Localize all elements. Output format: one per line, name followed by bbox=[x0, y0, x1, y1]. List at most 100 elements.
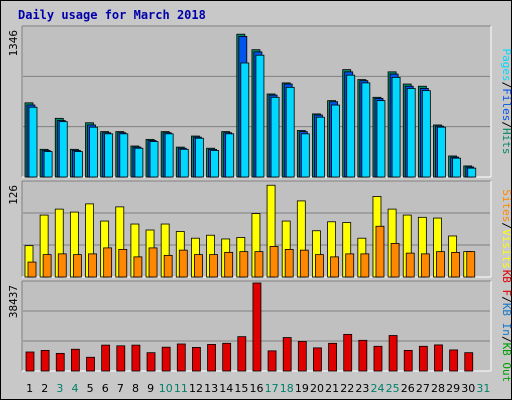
bar-pages-12 bbox=[195, 137, 204, 178]
day-label-10: 10 bbox=[159, 382, 173, 395]
day-label-25: 25 bbox=[386, 382, 400, 395]
bar-sites-15 bbox=[239, 251, 249, 278]
bar-kb-f-16 bbox=[252, 282, 262, 372]
bar-kb-f-20 bbox=[313, 347, 322, 372]
day-label-20: 20 bbox=[310, 382, 324, 395]
bar-pages-13 bbox=[210, 150, 219, 178]
legend-item-3-3: / bbox=[500, 336, 512, 343]
bar-kb-f-10 bbox=[161, 346, 171, 372]
bar-pages-27 bbox=[421, 90, 431, 178]
bar-pages-25 bbox=[391, 76, 401, 178]
bar-kb-f-1 bbox=[25, 351, 35, 372]
day-label-27: 27 bbox=[416, 382, 430, 395]
y-max-label-1: 1346 bbox=[7, 30, 20, 57]
day-label-14: 14 bbox=[219, 382, 233, 395]
bar-pages-4 bbox=[73, 151, 83, 178]
legend-item-1-1: / bbox=[500, 82, 512, 89]
bar-pages-19 bbox=[300, 133, 310, 178]
bar-pages-20 bbox=[316, 116, 325, 178]
bar-pages-21 bbox=[331, 104, 340, 178]
bar-sites-26 bbox=[405, 252, 415, 278]
bar-sites-1 bbox=[27, 261, 37, 278]
bar-sites-8 bbox=[133, 256, 143, 278]
bar-pages-26 bbox=[406, 88, 416, 178]
bar-sites-21 bbox=[330, 256, 339, 278]
bar-sites-4 bbox=[72, 254, 82, 278]
legend-item-1-0: Pages bbox=[500, 49, 512, 82]
bar-sites-2 bbox=[42, 254, 52, 278]
legend-item-2-0: Sites bbox=[500, 189, 512, 222]
bar-kb-f-27 bbox=[418, 345, 428, 372]
bar-kb-f-23 bbox=[358, 339, 368, 372]
bar-sites-6 bbox=[103, 247, 113, 278]
bar-pages-29 bbox=[452, 157, 462, 178]
bar-kb-f-30 bbox=[464, 352, 474, 372]
day-label-12: 12 bbox=[189, 382, 203, 395]
bar-sites-14 bbox=[224, 251, 234, 278]
bar-kb-f-12 bbox=[192, 347, 201, 372]
bar-pages-18 bbox=[285, 86, 295, 178]
bar-pages-7 bbox=[119, 133, 129, 178]
bar-pages-5 bbox=[89, 126, 98, 178]
bar-kb-f-18 bbox=[282, 337, 292, 372]
day-label-17: 17 bbox=[265, 382, 279, 395]
bar-pages-1 bbox=[28, 106, 38, 178]
bar-kb-f-5 bbox=[86, 356, 95, 372]
chart-title: Daily usage for March 2018 bbox=[18, 8, 206, 22]
day-label-31: 31 bbox=[476, 382, 490, 395]
bar-kb-f-26 bbox=[403, 349, 413, 372]
day-label-4: 4 bbox=[71, 382, 78, 395]
bar-kb-f-17 bbox=[267, 350, 277, 372]
bar-sites-13 bbox=[209, 254, 218, 278]
bar-sites-5 bbox=[88, 253, 97, 278]
bar-kb-f-21 bbox=[328, 342, 337, 372]
day-label-6: 6 bbox=[102, 382, 109, 395]
legend-3: KB F/KB In/KB Out bbox=[500, 270, 512, 383]
day-label-13: 13 bbox=[204, 382, 218, 395]
day-label-21: 21 bbox=[325, 382, 339, 395]
bar-kb-f-28 bbox=[434, 344, 443, 372]
bar-sites-9 bbox=[148, 247, 158, 278]
bar-pages-16 bbox=[255, 54, 265, 178]
day-label-15: 15 bbox=[234, 382, 248, 395]
bar-sites-11 bbox=[178, 249, 188, 278]
day-label-16: 16 bbox=[250, 382, 264, 395]
bar-pages-8 bbox=[134, 147, 144, 178]
day-label-29: 29 bbox=[446, 382, 460, 395]
bar-sites-19 bbox=[299, 249, 309, 278]
bar-kb-f-7 bbox=[116, 345, 126, 372]
bar-kb-f-19 bbox=[297, 341, 307, 372]
bar-pages-22 bbox=[346, 74, 356, 178]
bar-kb-f-6 bbox=[101, 344, 111, 372]
legend-item-3-2: KB In bbox=[500, 303, 512, 336]
bar-kb-f-24 bbox=[373, 345, 383, 372]
legend-item-3-0: KB F bbox=[500, 270, 512, 297]
bar-pages-23 bbox=[361, 82, 371, 178]
bar-sites-25 bbox=[390, 243, 400, 278]
legend-item-2-1: / bbox=[500, 222, 512, 229]
day-label-5: 5 bbox=[87, 382, 94, 395]
day-label-23: 23 bbox=[355, 382, 369, 395]
bar-sites-23 bbox=[360, 253, 370, 278]
bar-sites-30 bbox=[466, 251, 476, 278]
day-label-9: 9 bbox=[147, 382, 154, 395]
bar-sites-3 bbox=[57, 253, 67, 278]
day-label-1: 1 bbox=[26, 382, 33, 395]
day-label-30: 30 bbox=[461, 382, 475, 395]
bar-pages-3 bbox=[58, 121, 68, 178]
bar-sites-18 bbox=[284, 248, 294, 278]
bar-kb-f-25 bbox=[388, 335, 398, 372]
bar-kb-f-22 bbox=[343, 333, 353, 372]
day-label-18: 18 bbox=[280, 382, 294, 395]
bar-pages-6 bbox=[104, 133, 114, 178]
y-max-label-2: 126 bbox=[7, 185, 20, 205]
day-label-22: 22 bbox=[340, 382, 354, 395]
bar-pages-17 bbox=[270, 96, 280, 178]
legend-item-1-3: / bbox=[500, 121, 512, 128]
bar-sites-12 bbox=[194, 254, 203, 278]
bar-sites-16 bbox=[254, 251, 264, 278]
bar-sites-22 bbox=[345, 253, 355, 278]
bar-kb-f-13 bbox=[207, 344, 216, 372]
bar-pages-9 bbox=[149, 141, 159, 178]
